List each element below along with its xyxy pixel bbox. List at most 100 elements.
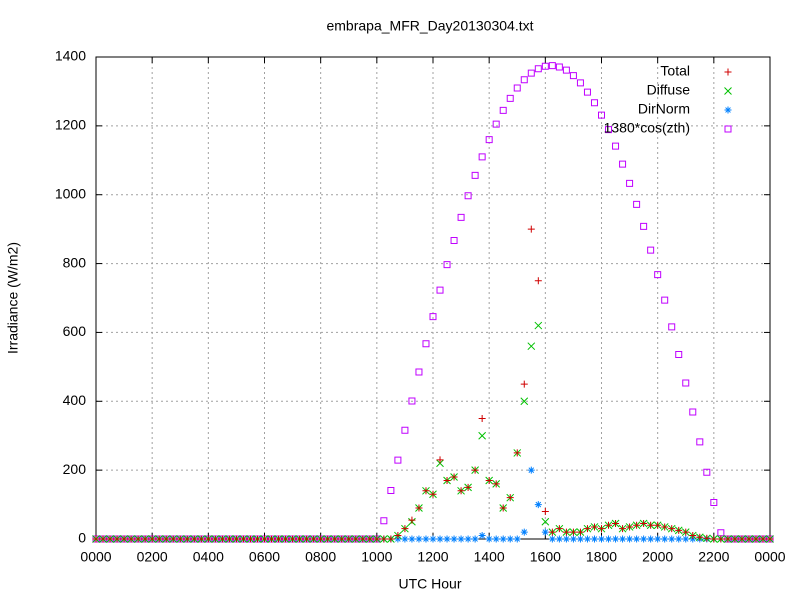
- data-point: [387, 535, 395, 543]
- data-point: [555, 525, 563, 533]
- data-point: [239, 535, 247, 543]
- data-point: [387, 486, 395, 494]
- data-point: [555, 535, 563, 543]
- data-point: [99, 535, 107, 543]
- data-point: [268, 535, 276, 543]
- data-point: [394, 456, 402, 464]
- y-tick-label: 800: [63, 254, 87, 270]
- data-point: [492, 535, 500, 543]
- data-point: [619, 160, 627, 168]
- data-point: [485, 535, 493, 543]
- data-point: [682, 535, 690, 543]
- data-point: [380, 535, 388, 543]
- data-point: [380, 517, 388, 525]
- x-axis-label: UTC Hour: [398, 576, 461, 592]
- data-point: [408, 535, 416, 543]
- legend-marker: [724, 106, 732, 114]
- data-point: [527, 225, 535, 233]
- data-point: [113, 535, 121, 543]
- data-point: [562, 66, 570, 74]
- data-point: [401, 426, 409, 434]
- data-point: [127, 535, 135, 543]
- data-point: [527, 342, 536, 351]
- data-point: [436, 456, 444, 464]
- data-point: [520, 76, 528, 84]
- data-point: [668, 525, 676, 533]
- data-point: [450, 473, 458, 481]
- data-point: [583, 88, 591, 96]
- data-point: [155, 535, 163, 543]
- data-point: [661, 296, 669, 304]
- x-tick-label: 0000: [80, 549, 111, 565]
- data-point: [499, 106, 507, 114]
- data-point: [689, 532, 697, 540]
- data-point: [506, 494, 514, 502]
- data-point: [738, 535, 746, 543]
- data-point: [443, 476, 451, 484]
- data-point: [513, 535, 521, 543]
- x-tick-label: 0600: [249, 549, 280, 565]
- y-tick-label: 1000: [55, 185, 86, 201]
- legend-label: DirNorm: [638, 101, 690, 117]
- data-point: [647, 535, 655, 543]
- data-point: [675, 350, 683, 358]
- data-point: [345, 535, 353, 543]
- data-point: [169, 535, 177, 543]
- y-axis-label: Irradiance (W/m2): [5, 242, 21, 354]
- x-tick-label: 1200: [417, 549, 448, 565]
- data-point: [717, 535, 725, 543]
- data-point: [661, 523, 669, 531]
- data-point: [162, 535, 170, 543]
- data-point: [703, 534, 711, 542]
- x-tick-label: 0800: [305, 549, 336, 565]
- data-point: [471, 535, 479, 543]
- x-tick-label: 0000: [754, 549, 785, 565]
- data-point: [478, 153, 486, 161]
- data-point: [527, 69, 535, 77]
- data-point: [759, 535, 767, 543]
- data-point: [626, 535, 634, 543]
- x-tick-label: 1800: [586, 549, 617, 565]
- data-point: [401, 535, 409, 543]
- data-point: [710, 499, 718, 507]
- data-point: [92, 535, 100, 543]
- data-point: [478, 532, 486, 540]
- data-point: [640, 535, 648, 543]
- data-point: [485, 136, 493, 144]
- data-point: [612, 142, 620, 150]
- legend-label: Diffuse: [647, 82, 691, 98]
- data-point: [457, 535, 465, 543]
- data-point: [520, 528, 528, 536]
- data-point: [576, 79, 584, 87]
- data-point: [612, 535, 620, 543]
- data-point: [296, 535, 304, 543]
- data-point: [576, 535, 584, 543]
- data-point: [513, 449, 521, 457]
- data-point: [590, 523, 598, 531]
- data-point: [562, 528, 570, 536]
- data-point: [541, 507, 549, 515]
- data-point: [464, 483, 472, 491]
- data-point: [583, 535, 591, 543]
- data-point: [450, 535, 458, 543]
- legend-marker: [724, 68, 732, 76]
- data-point: [541, 517, 550, 526]
- data-point: [703, 468, 711, 476]
- data-point: [134, 535, 142, 543]
- y-tick-label: 600: [63, 323, 87, 339]
- data-point: [626, 523, 634, 531]
- x-tick-label: 2200: [698, 549, 729, 565]
- data-point: [647, 246, 655, 254]
- data-point: [598, 535, 605, 543]
- data-point: [415, 504, 423, 512]
- data-point: [394, 532, 402, 540]
- data-point: [598, 111, 605, 119]
- data-point: [640, 520, 648, 528]
- data-point: [303, 535, 311, 543]
- data-point: [225, 535, 233, 543]
- data-point: [415, 535, 423, 543]
- data-point: [696, 533, 704, 541]
